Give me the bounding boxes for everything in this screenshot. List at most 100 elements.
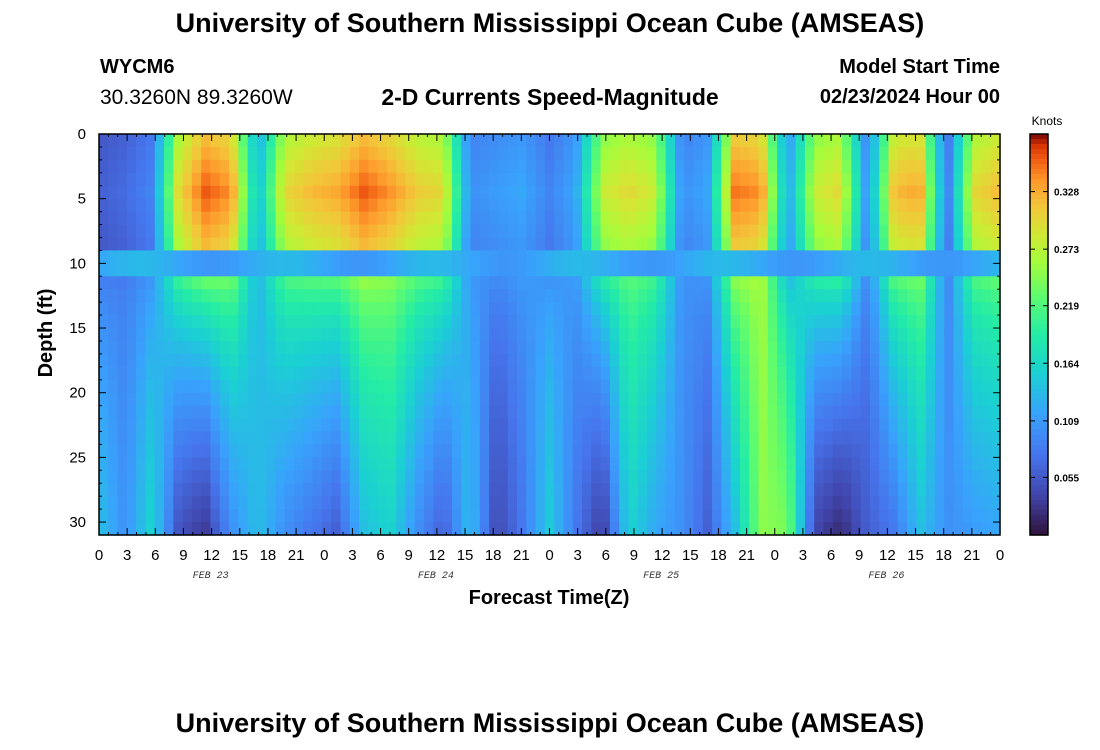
heatmap-cell — [284, 340, 295, 355]
heatmap-cell — [136, 146, 147, 161]
heatmap-cell — [173, 431, 184, 446]
heatmap-cell — [804, 431, 815, 446]
heatmap-cell — [702, 340, 713, 355]
heatmap-cell — [934, 302, 945, 316]
heatmap-cell — [256, 159, 267, 174]
heatmap-cell — [851, 379, 862, 394]
heatmap-cell — [256, 185, 267, 200]
heatmap-cell — [294, 146, 304, 161]
colorbar-tick-label: 0.055 — [1054, 473, 1079, 484]
heatmap-cell — [489, 211, 500, 226]
heatmap-cell — [303, 328, 314, 342]
heatmap-cell — [126, 263, 137, 277]
heatmap-cell — [582, 366, 592, 381]
heatmap-cell — [191, 418, 202, 433]
heatmap-cell — [934, 146, 945, 161]
heatmap-cell — [739, 353, 750, 368]
heatmap-cell — [832, 522, 843, 536]
heatmap-cell — [832, 276, 843, 290]
heatmap-cell — [396, 418, 407, 433]
heatmap-cell — [600, 198, 611, 213]
heatmap-cell — [489, 328, 500, 342]
heatmap-cell — [294, 340, 304, 355]
heatmap-cell — [972, 276, 983, 290]
heatmap-cell — [126, 353, 137, 368]
heatmap-cell — [507, 172, 518, 187]
heatmap-cell — [451, 522, 462, 536]
heatmap-cell — [647, 405, 657, 420]
heatmap-cell — [154, 405, 165, 420]
heatmap-cell — [582, 483, 592, 497]
heatmap-cell — [572, 340, 583, 355]
heatmap-cell — [739, 134, 750, 148]
heatmap-cell — [554, 289, 565, 303]
heatmap-cell — [331, 328, 342, 342]
heatmap-cell — [795, 185, 806, 200]
heatmap-cell — [972, 134, 983, 148]
heatmap-cell — [925, 366, 936, 381]
heatmap-cell — [888, 172, 899, 187]
heatmap-cell — [563, 457, 574, 471]
heatmap-cell — [619, 522, 630, 536]
heatmap-cell — [507, 340, 518, 355]
heatmap-cell — [739, 289, 750, 303]
heatmap-cell — [860, 470, 871, 484]
heatmap-cell — [247, 509, 258, 523]
heatmap-cell — [516, 405, 527, 420]
heatmap-cell — [145, 470, 156, 484]
heatmap-cell — [972, 302, 983, 316]
heatmap-cell — [303, 159, 314, 174]
heatmap-cell — [767, 276, 778, 290]
heatmap-cell — [702, 198, 713, 213]
heatmap-cell — [349, 185, 360, 200]
heatmap-cell — [136, 315, 147, 329]
heatmap-cell — [684, 431, 695, 446]
heatmap-cell — [154, 496, 165, 510]
heatmap-cell — [925, 276, 936, 290]
heatmap-cell — [451, 405, 462, 420]
heatmap-cell — [591, 198, 602, 213]
heatmap-cell — [582, 496, 592, 510]
heatmap-cell — [182, 405, 193, 420]
heatmap-cell — [154, 198, 165, 213]
heatmap-cell — [823, 211, 834, 226]
heatmap-cell — [535, 211, 546, 226]
heatmap-cell — [693, 470, 704, 484]
heatmap-cell — [442, 250, 453, 264]
heatmap-cell — [535, 509, 546, 523]
heatmap-cell — [173, 276, 184, 290]
heatmap-cell — [582, 250, 592, 264]
heatmap-cell — [619, 366, 630, 381]
heatmap-cell — [600, 289, 611, 303]
heatmap-cell — [786, 211, 797, 226]
heatmap-cell — [284, 328, 295, 342]
heatmap-cell — [238, 159, 249, 174]
heatmap-cell — [851, 392, 862, 407]
heatmap-cell — [229, 315, 239, 329]
footer-title: University of Southern Mississippi Ocean… — [175, 708, 925, 738]
heatmap-cell — [972, 146, 983, 161]
heatmap-cell — [312, 509, 323, 523]
heatmap-cell — [126, 470, 137, 484]
heatmap-cell — [405, 418, 416, 433]
heatmap-cell — [637, 185, 648, 200]
heatmap-cell — [321, 328, 332, 342]
heatmap-cell — [628, 315, 639, 329]
heatmap-cell — [990, 470, 1001, 484]
heatmap-cell — [786, 302, 797, 316]
heatmap-cell — [674, 392, 685, 407]
colorbar-segment — [1030, 184, 1048, 190]
heatmap-cell — [219, 328, 230, 342]
heatmap-cell — [907, 315, 917, 329]
heatmap-cell — [656, 405, 667, 420]
heatmap-cell — [154, 353, 165, 368]
heatmap-cell — [229, 457, 239, 471]
heatmap-cell — [321, 146, 332, 161]
heatmap-cell — [628, 237, 639, 252]
heatmap-cell — [359, 315, 369, 329]
heatmap-cell — [154, 263, 165, 277]
heatmap-cell — [256, 315, 267, 329]
heatmap-cell — [628, 509, 639, 523]
heatmap-cell — [312, 302, 323, 316]
heatmap-cell — [582, 198, 592, 213]
